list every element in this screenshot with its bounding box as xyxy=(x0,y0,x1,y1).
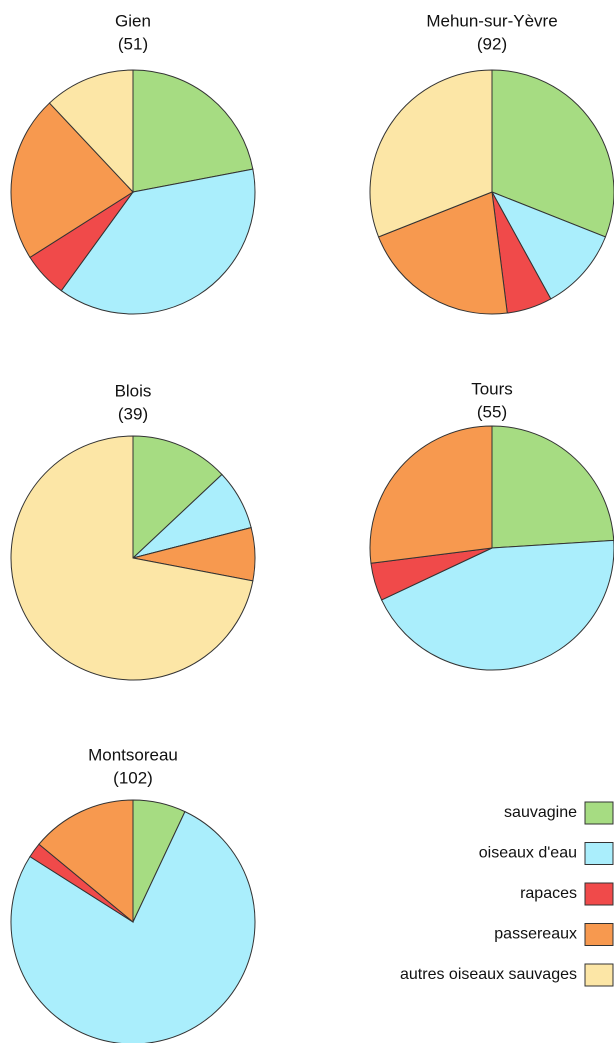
pie-slice xyxy=(377,191,508,315)
chart-title: Montsoreau xyxy=(88,745,178,764)
pie-slice xyxy=(48,69,134,194)
legend-swatch xyxy=(584,882,614,906)
pie-slice xyxy=(10,810,256,1043)
pie-slice xyxy=(38,799,134,924)
pie-slice xyxy=(369,69,493,238)
legend-label: rapaces xyxy=(520,885,577,902)
chart-title: Tours xyxy=(471,379,513,398)
pie-slice xyxy=(60,168,256,315)
chart-subtitle: (51) xyxy=(118,34,148,53)
pie-slice xyxy=(132,435,223,560)
chart-subtitle: (102) xyxy=(113,768,153,787)
pie-slice xyxy=(10,102,134,259)
legend-swatch xyxy=(584,923,614,946)
pie-slice xyxy=(369,425,493,564)
chart-subtitle: (92) xyxy=(477,34,507,53)
chart-title: Blois xyxy=(115,381,152,400)
chart-subtitle: (39) xyxy=(118,404,148,423)
pie-slice xyxy=(10,435,254,681)
pie-slice xyxy=(491,425,614,549)
legend-label: passereaux xyxy=(494,926,577,943)
chart-title: Mehun-sur-Yèvre xyxy=(426,11,557,30)
chart-title: Gien xyxy=(115,11,151,30)
legend-label: sauvagine xyxy=(504,804,577,821)
pie-slice xyxy=(491,69,614,238)
legend-swatch xyxy=(584,801,614,825)
pie-slice xyxy=(490,191,607,300)
legend-label: oiseaux d'eau xyxy=(479,845,577,862)
legend-label: autres oiseaux sauvages xyxy=(400,966,577,983)
legend-swatch xyxy=(584,963,614,987)
chart-subtitle: (55) xyxy=(477,402,507,421)
pie-slice xyxy=(132,69,254,193)
legend-swatch xyxy=(584,842,614,865)
